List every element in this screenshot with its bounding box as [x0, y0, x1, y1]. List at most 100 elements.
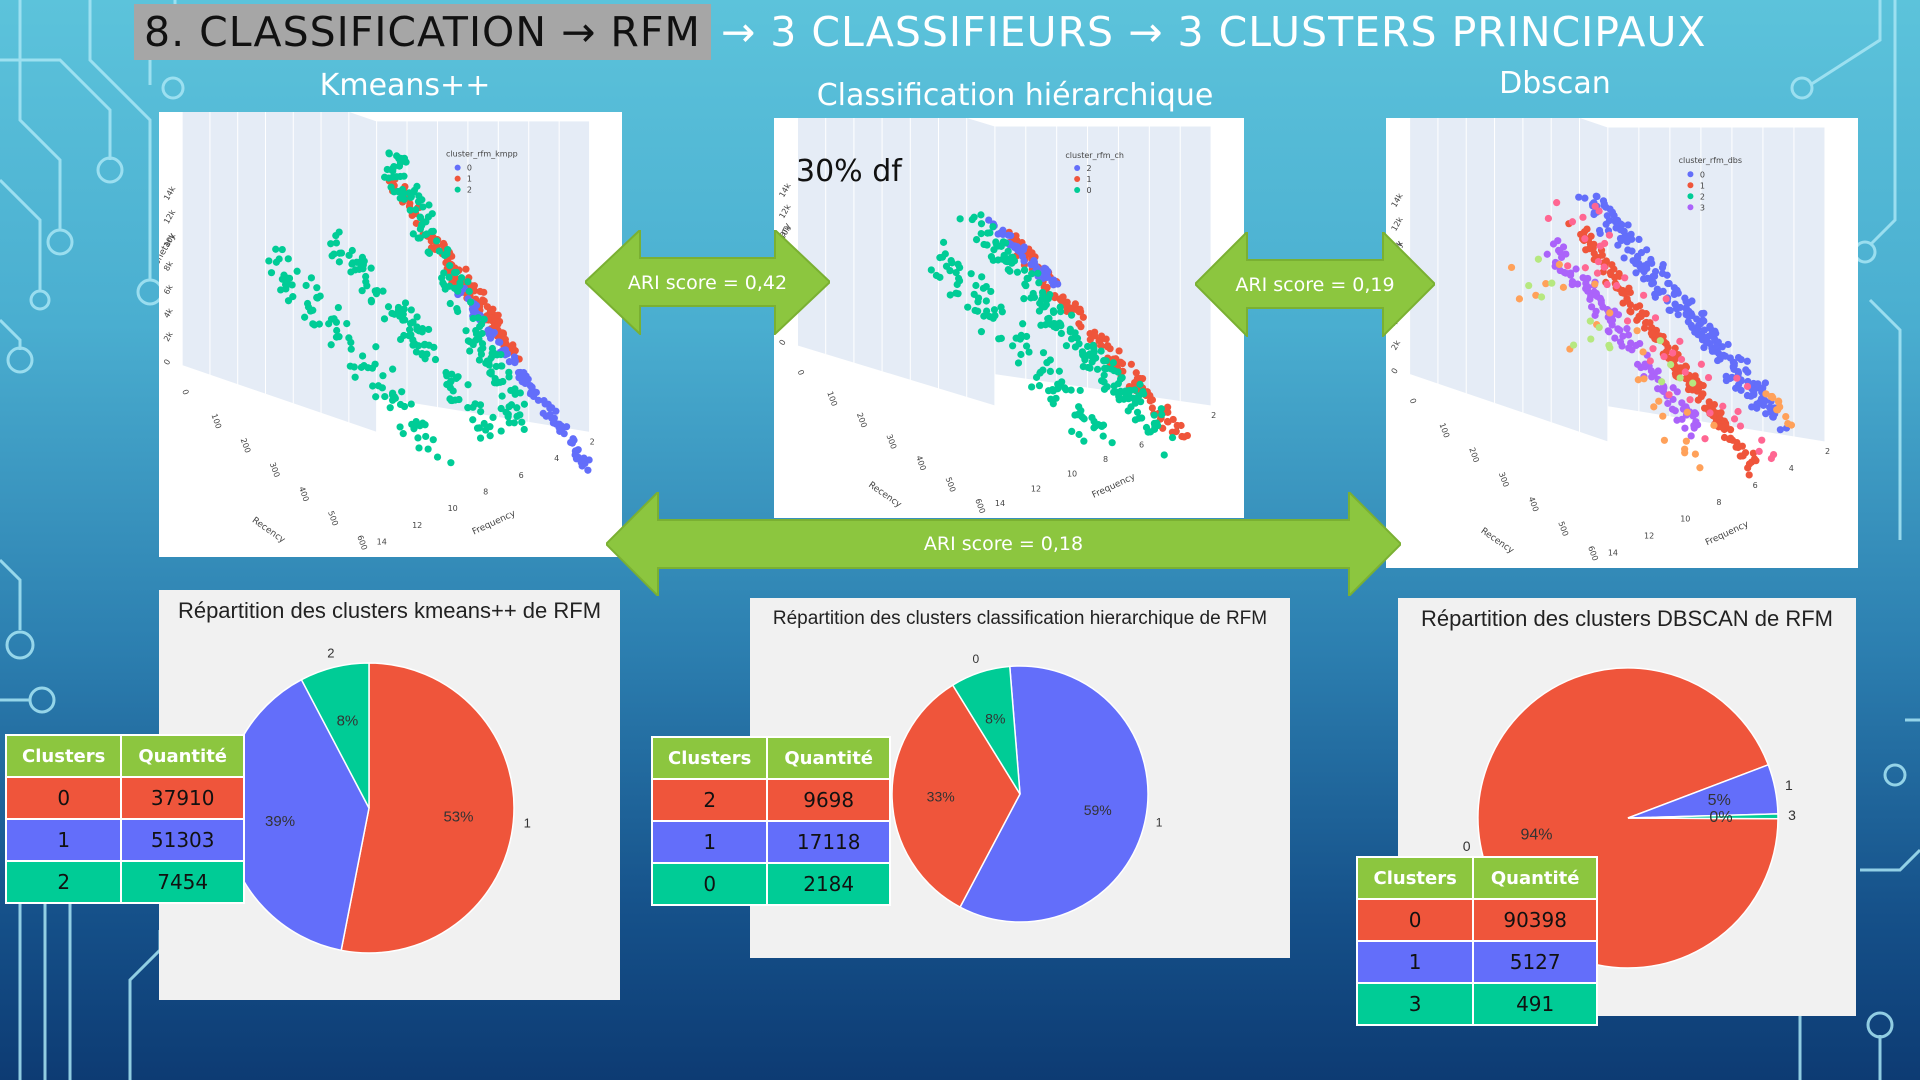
- scatter-point: [1525, 281, 1533, 290]
- axis-title-frequency: Frequency: [471, 508, 518, 537]
- axis-tick-label: 200: [1467, 446, 1481, 463]
- scatter-point: [307, 274, 315, 282]
- scatter-point: [489, 413, 497, 422]
- scatter-point: [452, 374, 460, 382]
- scatter-point: [983, 307, 991, 315]
- scatter-point: [1646, 319, 1654, 327]
- scatter-point: [1583, 225, 1591, 233]
- scatter-point: [1719, 402, 1727, 410]
- scatter-point: [267, 269, 276, 277]
- scatter-point: [497, 404, 505, 413]
- scatter-point: [476, 434, 485, 442]
- scatter-point: [1596, 242, 1604, 250]
- scatter-point: [977, 220, 986, 228]
- scatter-point: [1090, 355, 1098, 363]
- axis-tick-label: 2: [1211, 411, 1216, 420]
- scatter-point: [1752, 457, 1760, 465]
- scatter-point: [1588, 303, 1596, 311]
- scatter-point: [1624, 246, 1632, 254]
- scatter-point: [1049, 400, 1057, 408]
- pie-slice-1: [959, 665, 1149, 923]
- quantity-cell: 51303: [120, 818, 245, 862]
- scatter-point: [1602, 220, 1610, 228]
- scatter-point: [1602, 203, 1610, 211]
- scatter-point: [1591, 311, 1599, 319]
- scatter-point: [1046, 367, 1054, 376]
- scatter-point: [1665, 306, 1673, 314]
- axis-tick-label: 6: [519, 471, 524, 480]
- scatter-point: [1650, 272, 1659, 280]
- scatter-point: [446, 299, 454, 308]
- scatter-point: [1650, 403, 1658, 411]
- cluster-table-ch: Clusters Quantité 2 9698 1 17118 0 2184: [650, 736, 891, 906]
- scatter-point: [423, 230, 431, 238]
- pie-percent-label: 94%: [1520, 827, 1552, 844]
- ari-label-kmpp-ch: ARI score = 0,42: [627, 272, 788, 294]
- axis-tick-label: 10: [448, 504, 458, 513]
- scatter-point: [1549, 240, 1558, 248]
- axis-tick-label: 10: [1680, 515, 1690, 524]
- scatter-point: [1100, 378, 1108, 386]
- scatter-point: [1769, 450, 1778, 459]
- scatter-point: [405, 189, 413, 197]
- scatter-point: [1664, 279, 1672, 288]
- legend-marker: [1687, 204, 1694, 211]
- scatter-point: [1762, 410, 1770, 418]
- scatter-point: [1559, 283, 1568, 291]
- scatter-point: [977, 328, 986, 336]
- legend-entry: 2: [1087, 164, 1092, 173]
- scatter-point: [275, 255, 283, 263]
- legend-entry: 0: [1700, 170, 1705, 179]
- scatter-point: [409, 230, 417, 238]
- scatter-point: [413, 323, 421, 331]
- scatter-point: [1022, 332, 1031, 341]
- scatter-point: [379, 287, 387, 295]
- scatter-point: [964, 303, 972, 311]
- scatter-point: [1758, 396, 1766, 404]
- scatter-point: [1669, 384, 1677, 392]
- axis-tick-label: 8k: [162, 259, 175, 272]
- scatter-panel-kmpp: 0 2k 4k 6k 8k 10k 12k 14k 0 100 200 300 400 500 600 14 1…: [159, 112, 622, 557]
- scatter-point: [1591, 280, 1599, 288]
- scatter-point: [332, 318, 341, 326]
- table-row: 3 491: [1355, 982, 1598, 1026]
- scatter-point: [328, 252, 336, 260]
- scatter-point: [1057, 329, 1065, 338]
- header-clusters: Clusters: [4, 734, 123, 778]
- scatter-point: [1022, 342, 1031, 350]
- scatter-point: [1581, 194, 1589, 202]
- scatter-point: [1659, 261, 1667, 269]
- scatter-point: [997, 229, 1005, 237]
- scatter-point: [406, 206, 414, 214]
- scatter-point: [1109, 359, 1117, 367]
- scatter-point: [465, 287, 473, 296]
- scatter-point: [1587, 335, 1595, 343]
- scatter-point: [1067, 335, 1076, 343]
- scatter-point: [541, 400, 549, 408]
- axis-tick-label: 12k: [777, 202, 792, 220]
- axis-tick-label: 12: [1644, 532, 1654, 541]
- legend-marker: [454, 186, 461, 193]
- scatter-point: [381, 392, 389, 401]
- scatter-point: [1629, 257, 1637, 265]
- scatter-point: [1559, 243, 1568, 251]
- scatter-point: [335, 333, 343, 341]
- scatter-point: [416, 234, 424, 242]
- scatter-point: [1677, 355, 1686, 364]
- scatter-point: [313, 284, 321, 292]
- scatter-point: [420, 341, 428, 349]
- scatter-point: [1568, 280, 1576, 289]
- scatter-point: [1605, 328, 1613, 336]
- cluster-table-dbs: Clusters Quantité 0 90398 1 5127 3 491: [1355, 856, 1598, 1026]
- scatter-point: [986, 229, 994, 237]
- scatter-point: [938, 253, 947, 261]
- scatter-3d-dbs: 02k4k6k8k10k12k14k0100200300400500600141…: [1386, 118, 1830, 562]
- scatter-point: [1676, 374, 1684, 382]
- pie-percent-label: 53%: [443, 809, 473, 826]
- scatter-point: [1605, 341, 1613, 349]
- scatter-point: [421, 355, 429, 363]
- scatter-point: [347, 338, 355, 347]
- scatter-point: [504, 410, 512, 418]
- scatter-point: [444, 246, 452, 254]
- scatter-point: [347, 345, 355, 353]
